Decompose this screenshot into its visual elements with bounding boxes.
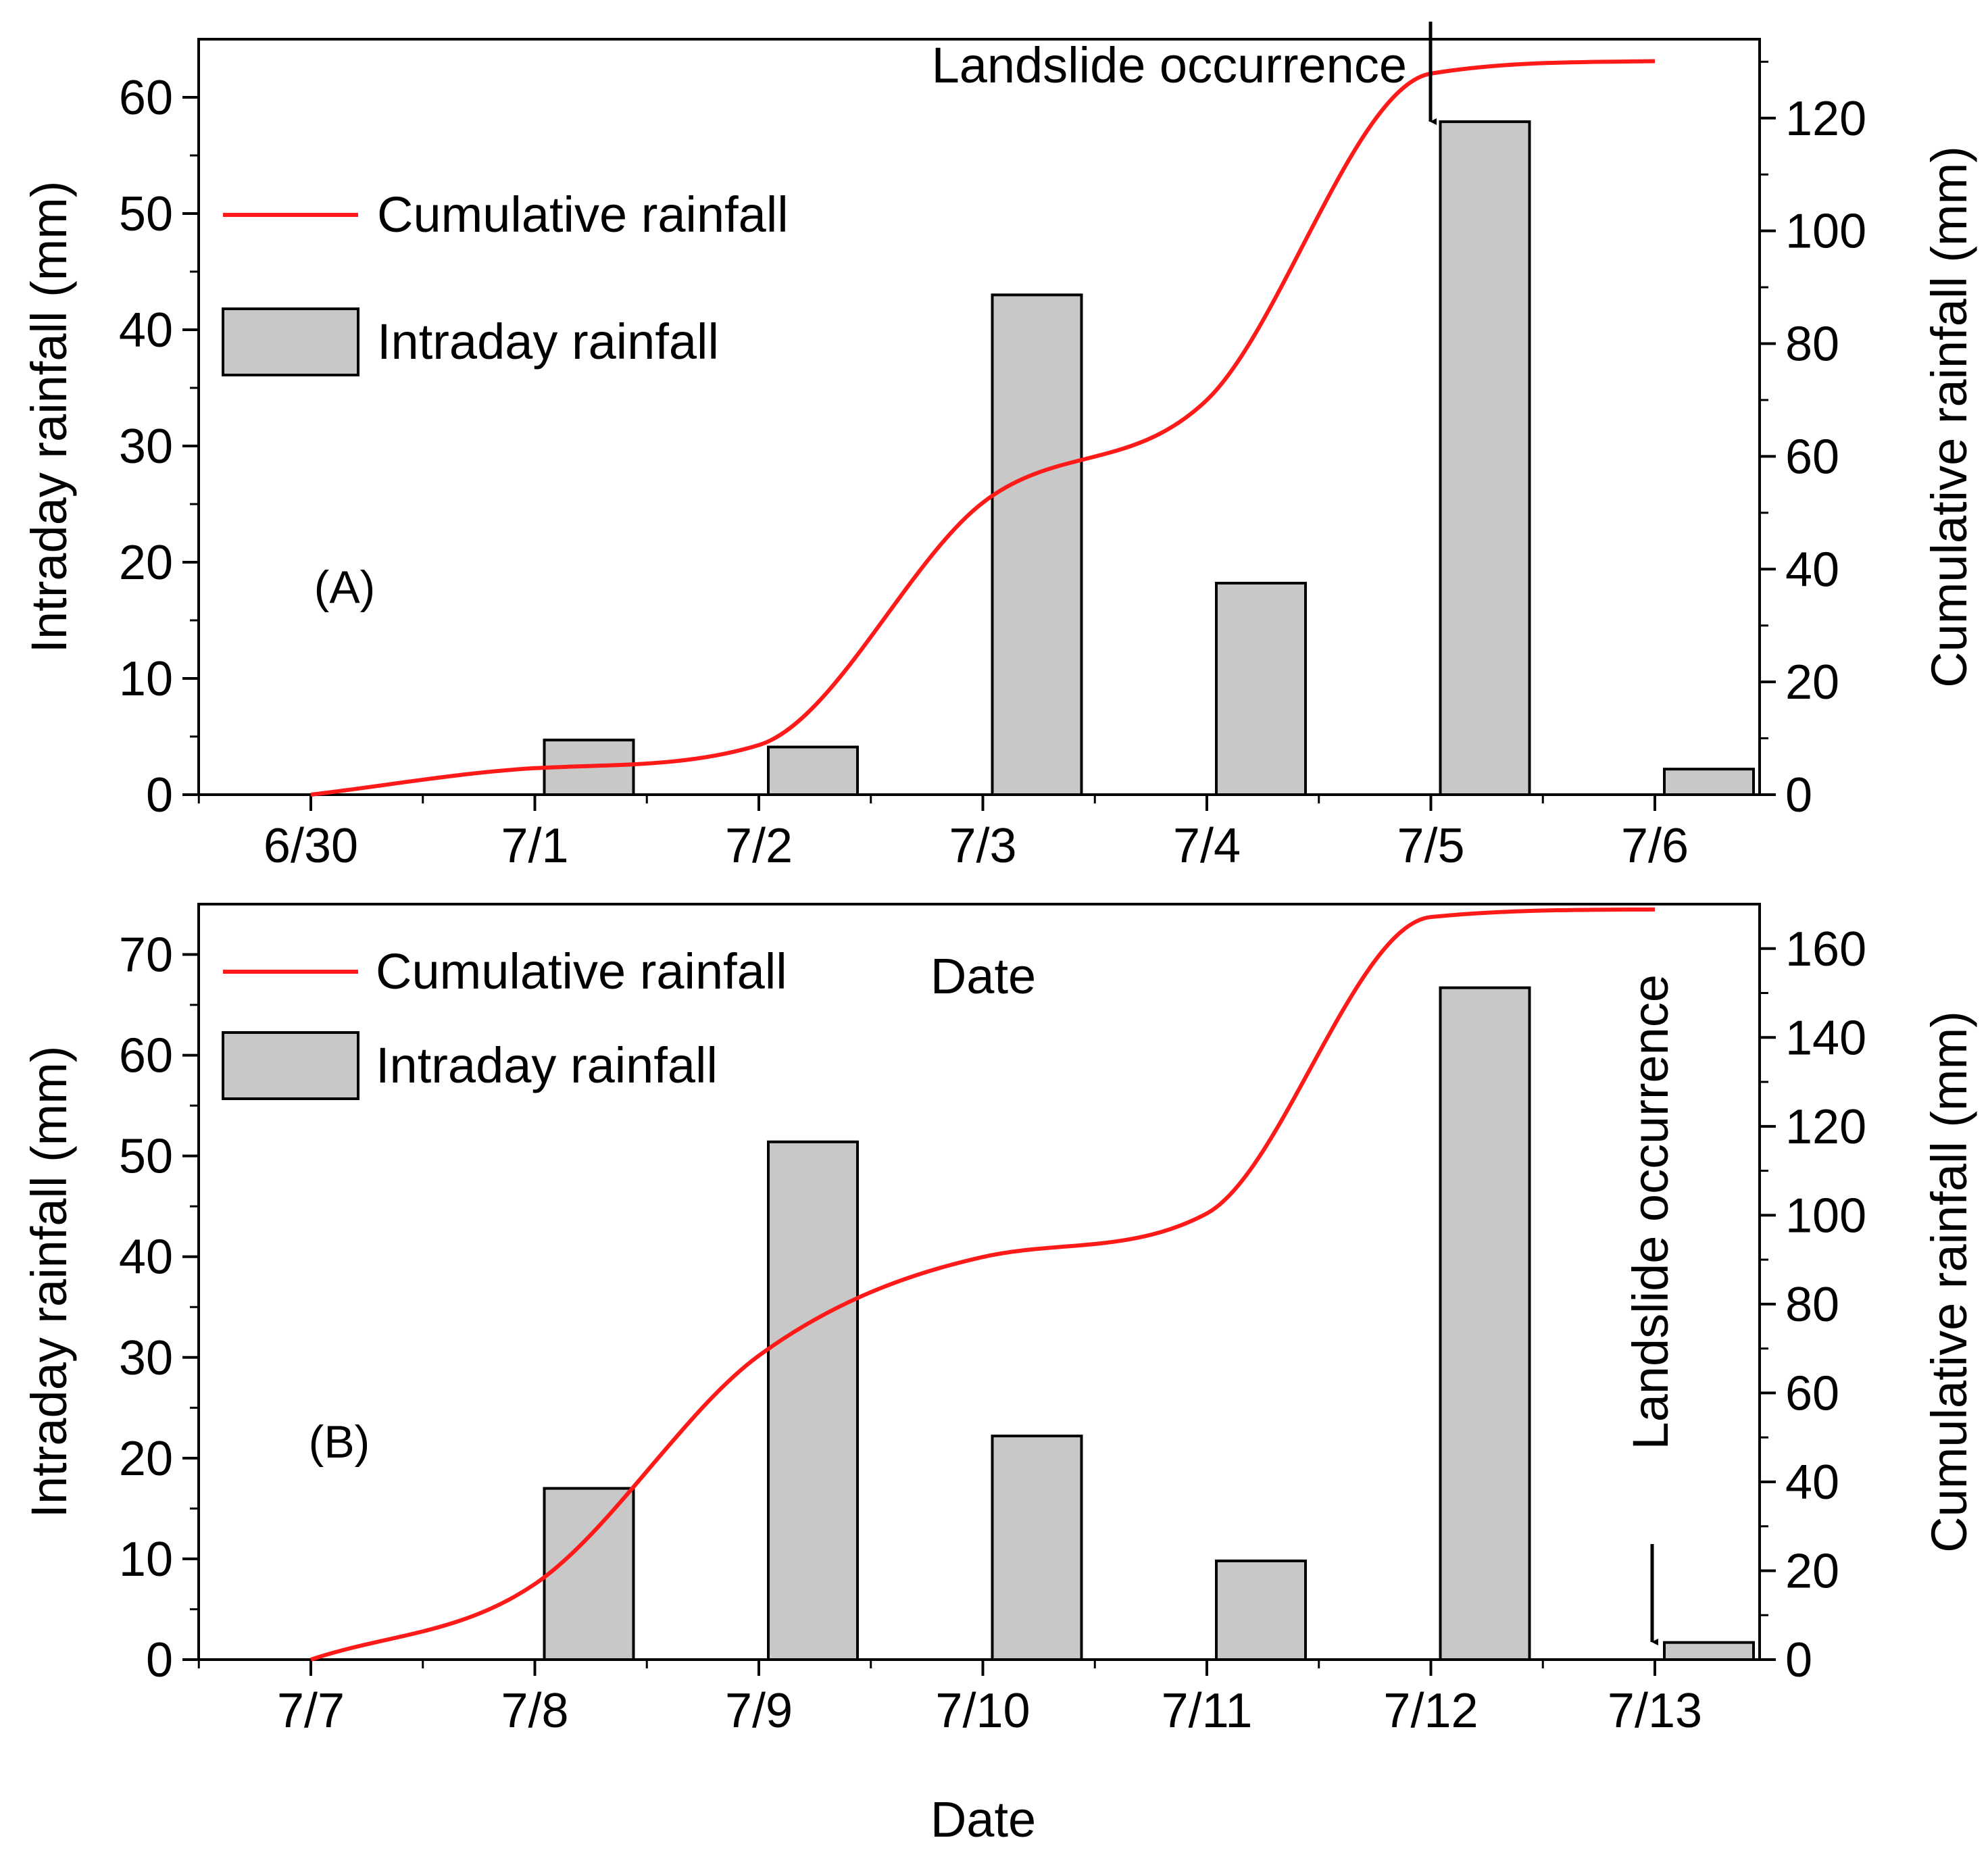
right-tick-label: 80 — [1785, 1278, 1839, 1332]
x-tick-label: 7/9 — [725, 1684, 793, 1738]
panel-label: (B) — [309, 1416, 370, 1468]
tick-labels: 0 10 20 30 40 50 60 70 0 20 40 60 80 100 120 140 160 7/7 7… — [119, 922, 1866, 1738]
left-tick-label: 20 — [119, 1432, 173, 1486]
left-tick-label: 60 — [119, 71, 173, 125]
y-axis-title-left: Intraday rainfall (mm) — [21, 180, 77, 653]
intraday-bar-7/13 — [1663, 1641, 1755, 1662]
cumulative-rainfall-line — [310, 59, 1656, 797]
y-axis-title-left: Intraday rainfall (mm) — [21, 1045, 77, 1518]
landslide-annotation: Landslide occurrence — [1622, 974, 1679, 1645]
legend-label-intraday: Intraday rainfall — [376, 1037, 718, 1093]
cumulative-rainfall-line — [310, 907, 1656, 1662]
right-tick-label: 60 — [1785, 1366, 1839, 1420]
tick-labels: 0 10 20 30 40 50 60 0 20 40 60 80 100 120 6/30 7/1 7/2 7/… — [119, 71, 1866, 873]
right-tick-label: 20 — [1785, 655, 1839, 710]
intraday-bar-7/2 — [767, 745, 859, 796]
y-axis-title-right: Cumulative rainfall (mm) — [1921, 1011, 1977, 1553]
legend: Cumulative rainfall Intraday rainfall — [222, 187, 789, 376]
intraday-bar-7/10 — [991, 1435, 1083, 1662]
right-tick-label: 120 — [1785, 1100, 1866, 1154]
x-tick-label: 7/13 — [1608, 1684, 1702, 1738]
right-tick-label: 20 — [1785, 1544, 1839, 1598]
left-tick-label: 0 — [146, 768, 173, 822]
x-axis-title: Date — [930, 1791, 1036, 1847]
plot-frame — [197, 38, 1761, 796]
right-tick-label: 100 — [1785, 1189, 1866, 1243]
left-tick-label: 20 — [119, 536, 173, 590]
intraday-bar-7/5 — [1439, 120, 1531, 796]
intraday-bar-7/4 — [1215, 581, 1307, 797]
x-tick-label: 7/5 — [1397, 819, 1464, 873]
right-tick-label: 120 — [1785, 92, 1866, 146]
panel-a: 0 10 20 30 40 50 60 0 20 40 60 80 100 120 6/30 7/1 7/2 7/… — [21, 22, 1977, 873]
intraday-bar-7/9 — [767, 1140, 859, 1661]
left-tick-label: 30 — [119, 1331, 173, 1385]
right-tick-label: 40 — [1785, 1456, 1839, 1510]
axis-ticks — [182, 947, 1776, 1676]
legend-label-cumulative: Cumulative rainfall — [377, 187, 789, 243]
left-tick-label: 40 — [119, 303, 173, 357]
left-tick-label: 60 — [119, 1029, 173, 1083]
right-tick-label: 40 — [1785, 543, 1839, 597]
left-tick-label: 30 — [119, 420, 173, 474]
right-tick-label: 140 — [1785, 1011, 1866, 1065]
right-tick-label: 60 — [1785, 430, 1839, 484]
right-tick-label: 80 — [1785, 318, 1839, 372]
plot-frame — [197, 903, 1761, 1661]
legend: Cumulative rainfall Intraday rainfall — [222, 943, 787, 1100]
legend-label-cumulative: Cumulative rainfall — [376, 943, 787, 999]
landslide-annotation: Landslide occurrence — [932, 22, 1437, 125]
intraday-bar-7/3 — [991, 293, 1083, 796]
legend-bar-swatch — [222, 307, 359, 376]
left-tick-label: 50 — [119, 1130, 173, 1184]
left-tick-label: 10 — [119, 652, 173, 706]
x-tick-label: 7/10 — [935, 1684, 1030, 1738]
left-tick-label: 0 — [146, 1633, 173, 1687]
y-axis-title-right: Cumulative rainfall (mm) — [1921, 146, 1977, 688]
landslide-annotation-text: Landslide occurrence — [1622, 974, 1679, 1449]
left-tick-label: 10 — [119, 1533, 173, 1587]
x-tick-label: 7/12 — [1383, 1684, 1478, 1738]
x-tick-label: 7/7 — [277, 1684, 345, 1738]
intraday-bar-7/12 — [1439, 986, 1531, 1661]
x-tick-label: 7/3 — [949, 819, 1016, 873]
intraday-bar-7/11 — [1215, 1559, 1307, 1661]
axis-ticks — [182, 60, 1776, 811]
right-tick-label: 160 — [1785, 922, 1866, 976]
bar-series — [543, 120, 1755, 797]
right-tick-label: 100 — [1785, 205, 1866, 259]
x-tick-label: 7/6 — [1621, 819, 1689, 873]
panel-b: 0 10 20 30 40 50 60 70 0 20 40 60 80 100 120 140 160 7/7 7… — [21, 903, 1977, 1738]
intraday-bar-7/8 — [543, 1487, 635, 1661]
x-tick-label: 7/11 — [1162, 1684, 1253, 1738]
panel-label: (A) — [314, 562, 376, 613]
legend-bar-swatch — [222, 1031, 359, 1100]
intraday-bar-7/6 — [1663, 768, 1755, 797]
legend-label-intraday: Intraday rainfall — [377, 314, 719, 370]
right-tick-label: 0 — [1785, 1633, 1812, 1687]
stray-date-label: Date — [930, 948, 1036, 1004]
landslide-annotation-text: Landslide occurrence — [932, 37, 1407, 93]
bar-series — [543, 986, 1755, 1662]
x-tick-label: 7/8 — [501, 1684, 568, 1738]
left-tick-label: 40 — [119, 1231, 173, 1285]
x-tick-label: 6/30 — [264, 819, 358, 873]
left-tick-label: 50 — [119, 187, 173, 241]
right-tick-label: 0 — [1785, 768, 1812, 822]
x-tick-label: 7/1 — [501, 819, 568, 873]
left-tick-label: 70 — [119, 928, 173, 983]
x-tick-label: 7/2 — [725, 819, 793, 873]
x-tick-label: 7/4 — [1173, 819, 1241, 873]
